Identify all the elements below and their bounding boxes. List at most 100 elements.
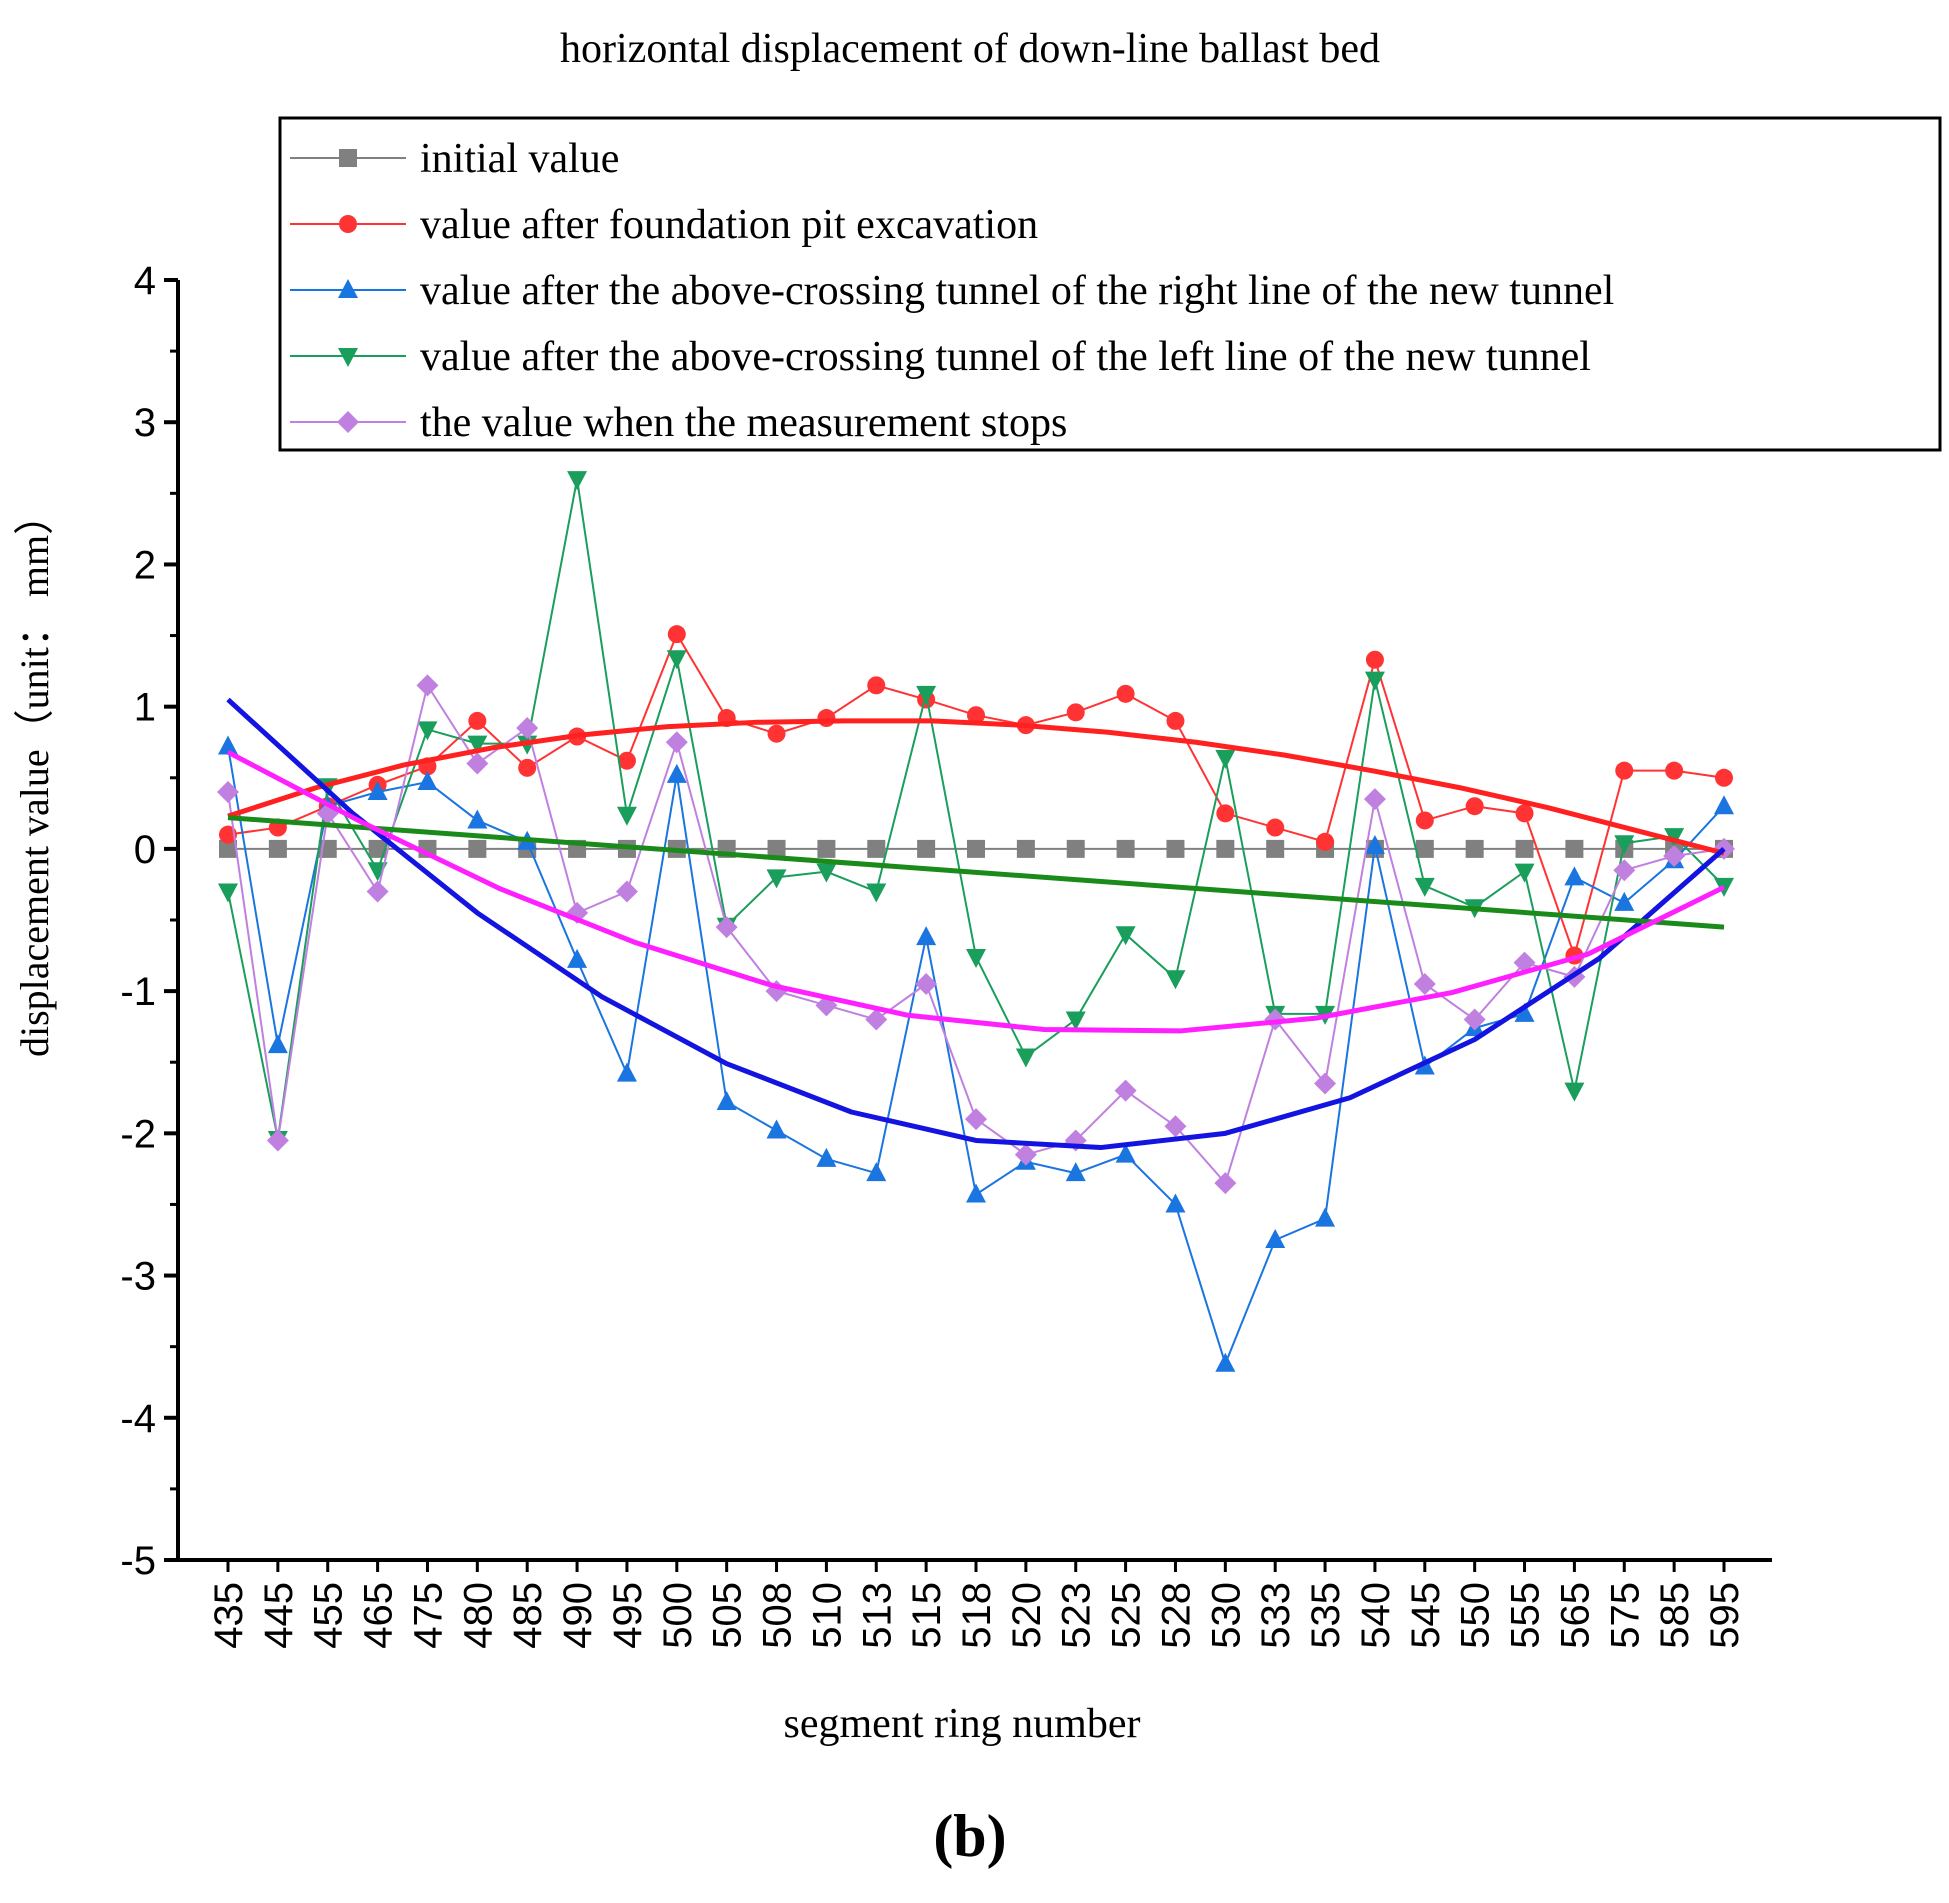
data-point [916, 926, 937, 946]
data-point [1166, 839, 1185, 858]
data-point [416, 674, 439, 697]
x-tick-label: 505 [706, 1582, 750, 1649]
x-tick-label: 530 [1204, 1582, 1248, 1649]
fit-curve-2 [227, 815, 1725, 930]
data-point [1613, 859, 1636, 882]
data-point [1663, 845, 1686, 867]
x-tick-label: 595 [1703, 1582, 1747, 1649]
data-point [1216, 839, 1235, 858]
data-point [266, 1129, 289, 1152]
data-point [1465, 797, 1484, 816]
data-point [467, 809, 488, 829]
data-point [1165, 1193, 1186, 1213]
x-tick-label: 550 [1454, 1582, 1498, 1649]
data-point [1266, 818, 1285, 837]
data-point [1015, 1048, 1036, 1068]
data-point [1365, 650, 1384, 669]
data-point [1614, 835, 1635, 855]
data-point [817, 709, 836, 728]
x-tick-label: 520 [1005, 1582, 1049, 1649]
data-point [516, 717, 539, 739]
data-point [1164, 1115, 1187, 1138]
data-point [1165, 970, 1186, 990]
data-point [567, 948, 588, 968]
data-point [866, 883, 887, 903]
data-point [616, 806, 637, 826]
data-point [1065, 1162, 1086, 1182]
legend-label: value after the above-crossing tunnel of… [420, 268, 1614, 314]
legend-label: value after the above-crossing tunnel of… [420, 334, 1591, 380]
legend: initial value value after foundation pit … [278, 116, 1942, 452]
data-point [468, 711, 487, 730]
data-point [1116, 684, 1135, 703]
data-point [1564, 1082, 1585, 1102]
data-point [867, 676, 886, 695]
x-tick-label: 480 [456, 1582, 500, 1649]
x-tick-label: 533 [1254, 1582, 1298, 1649]
y-tick-label: 0 [134, 828, 156, 872]
data-point [967, 706, 985, 725]
data-point [1564, 866, 1585, 886]
x-tick-label: 513 [855, 1582, 899, 1649]
data-point [766, 869, 787, 889]
data-point [616, 1062, 637, 1082]
legend-marker [337, 411, 359, 433]
data-point [1316, 832, 1335, 851]
data-point [417, 721, 438, 741]
x-tick-label: 508 [756, 1582, 800, 1649]
data-point [1364, 671, 1385, 691]
plot-area: -5 -4 -3 -2 -1 0 1 2 3 4 435 445 455 465 475 480 485 490 4… [120, 259, 1772, 1649]
data-point [916, 685, 937, 705]
panel-label: (b) [933, 1803, 1006, 1869]
x-tick-label: 515 [905, 1582, 949, 1649]
x-tick-label: 523 [1055, 1582, 1099, 1649]
data-point [267, 1034, 288, 1054]
data-point [1665, 761, 1684, 780]
series-line-2 [227, 746, 1725, 1367]
y-tick-label: 4 [134, 259, 156, 303]
data-point [1066, 839, 1085, 858]
legend-label: initial value [420, 136, 619, 182]
data-point [417, 771, 438, 791]
x-tick-label: 435 [207, 1582, 251, 1649]
x-axis-label: segment ring number [784, 1701, 1141, 1747]
data-point [268, 839, 287, 858]
x-tick-label: 525 [1105, 1582, 1149, 1649]
data-point [665, 731, 688, 754]
x-tick-label: 545 [1404, 1582, 1448, 1649]
x-tick-label: 528 [1154, 1582, 1198, 1649]
x-tick-label: 495 [606, 1582, 650, 1649]
data-point [967, 839, 985, 858]
data-point [715, 916, 738, 939]
fit-curve-3 [226, 749, 1726, 1034]
data-point [767, 724, 786, 743]
legend-marker [338, 279, 358, 298]
data-point [965, 1108, 987, 1131]
data-point [1166, 711, 1185, 730]
data-point [1214, 1172, 1237, 1195]
data-point [1115, 1143, 1136, 1163]
data-point [917, 839, 936, 858]
data-point [218, 735, 238, 755]
data-point [865, 1008, 888, 1031]
data-point [966, 948, 986, 968]
data-point [866, 1162, 887, 1182]
data-point [218, 883, 238, 903]
data-point [667, 625, 686, 644]
y-tick-label: -4 [120, 1397, 156, 1441]
data-point [1664, 828, 1685, 848]
data-point [767, 839, 786, 858]
legend-label: value after foundation pit excavation [420, 202, 1038, 248]
data-point [368, 839, 387, 858]
y-tick-label: 1 [134, 686, 156, 730]
y-axis-label: displacement value（unit： mm） [12, 495, 57, 1057]
data-point [867, 839, 886, 858]
data-point [766, 1119, 787, 1139]
x-tick-label: 490 [556, 1582, 600, 1649]
x-tick-label: 555 [1504, 1582, 1548, 1649]
x-tick-label: 540 [1354, 1582, 1398, 1649]
data-point [466, 752, 489, 775]
data-point [617, 751, 636, 770]
data-point [1364, 835, 1385, 855]
y-axis-label-group: displacement value（unit： mm） [12, 495, 57, 1057]
